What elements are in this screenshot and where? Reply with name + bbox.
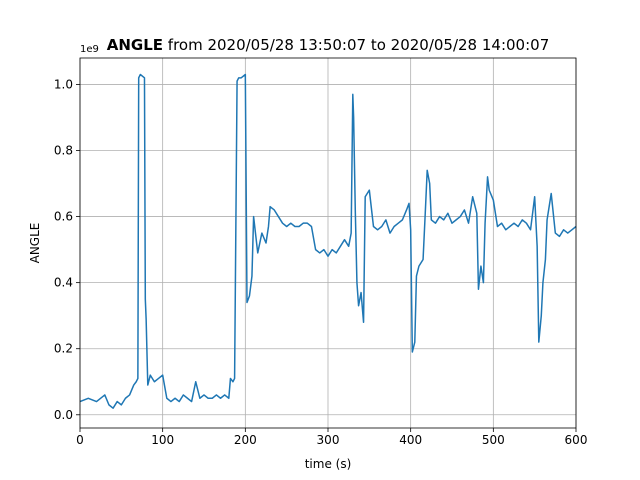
x-tick-label: 400: [399, 433, 422, 447]
y-tick-label: 1.0: [54, 77, 73, 91]
x-tick-label: 100: [151, 433, 174, 447]
x-tick-label: 600: [565, 433, 588, 447]
y-tick-label: 0.4: [54, 276, 73, 290]
y-tick-label: 0.0: [54, 408, 73, 422]
y-offset-label: 1e9: [80, 44, 99, 55]
x-axis-label: time (s): [305, 457, 352, 471]
x-tick-label: 500: [482, 433, 505, 447]
x-axis-ticks: 0 100 200 300 400 500 600: [76, 428, 587, 447]
data-series: [79, 73, 577, 409]
y-tick-label: 0.6: [54, 210, 73, 224]
x-tick-label: 0: [76, 433, 84, 447]
chart-title-bold: ANGLE: [107, 36, 163, 54]
angle-series-line: [79, 73, 577, 409]
x-tick-label: 300: [317, 433, 340, 447]
y-tick-label: 0.8: [54, 144, 73, 158]
x-tick-label: 200: [234, 433, 257, 447]
y-tick-label: 0.2: [54, 342, 73, 356]
y-axis-label: ANGLE: [28, 223, 42, 264]
y-axis-ticks: 0.0 0.2 0.4 0.6 0.8 1.0: [54, 77, 80, 422]
chart-title: ANGLE from 2020/05/28 13:50:07 to 2020/0…: [107, 36, 550, 54]
chart-title-rest: from 2020/05/28 13:50:07 to 2020/05/28 1…: [163, 36, 549, 54]
